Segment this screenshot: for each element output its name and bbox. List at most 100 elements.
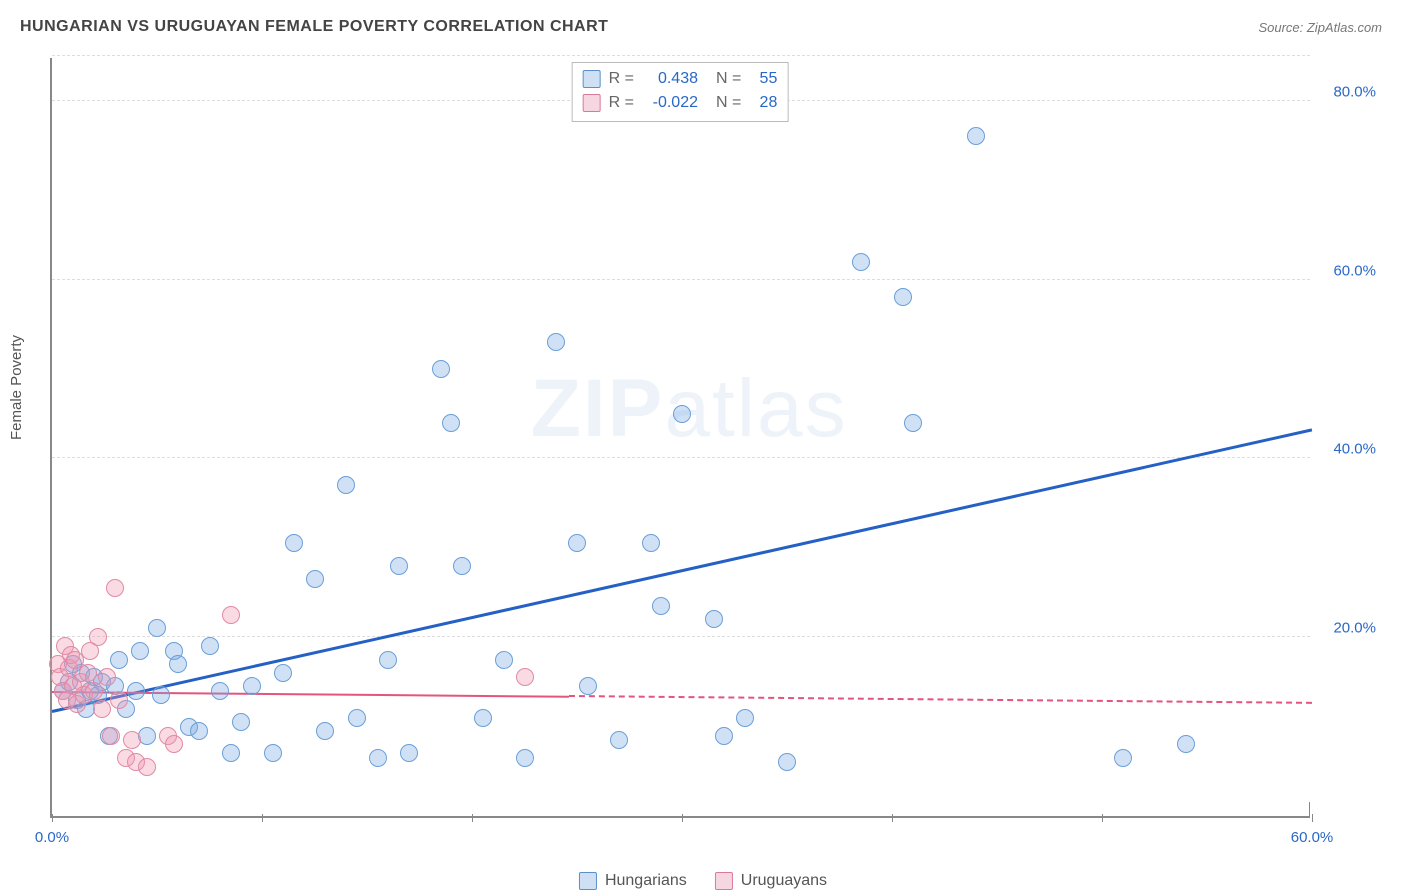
plot-region: ZIPatlas 20.0%40.0%60.0%80.0%0.0%60.0% [50, 58, 1310, 818]
scatter-point [165, 735, 183, 753]
scatter-point [495, 651, 513, 669]
x-tick [1102, 814, 1103, 822]
scatter-point [579, 677, 597, 695]
scatter-point [453, 557, 471, 575]
scatter-point [642, 534, 660, 552]
scatter-point [778, 753, 796, 771]
legend-swatch [715, 872, 733, 890]
y-tick-label: 20.0% [1333, 620, 1376, 637]
x-tick [682, 814, 683, 822]
legend-item: Uruguayans [715, 872, 827, 890]
x-tick-label: 60.0% [1291, 829, 1334, 846]
watermark-rest: atlas [664, 363, 847, 454]
legend-swatch [579, 872, 597, 890]
gridline [52, 636, 1310, 637]
scatter-point [79, 664, 97, 682]
scatter-point [232, 713, 250, 731]
scatter-point [264, 744, 282, 762]
stats-r-value: 0.438 [642, 67, 698, 91]
scatter-point [211, 682, 229, 700]
watermark-bold: ZIP [531, 363, 665, 454]
scatter-point [1177, 735, 1195, 753]
scatter-point [222, 606, 240, 624]
scatter-point [337, 476, 355, 494]
scatter-point [369, 749, 387, 767]
trend-line [569, 695, 1312, 704]
chart-area: ZIPatlas 20.0%40.0%60.0%80.0%0.0%60.0% R… [50, 58, 1310, 818]
x-tick [262, 814, 263, 822]
stats-n-value: 55 [749, 67, 777, 91]
scatter-point [516, 749, 534, 767]
stats-swatch [583, 70, 601, 88]
scatter-point [705, 610, 723, 628]
scatter-point [547, 333, 565, 351]
scatter-point [274, 664, 292, 682]
scatter-point [201, 637, 219, 655]
scatter-point [316, 722, 334, 740]
scatter-point [568, 534, 586, 552]
x-tick [1312, 814, 1313, 822]
x-tick [472, 814, 473, 822]
scatter-point [110, 651, 128, 669]
stats-row: R = -0.022 N = 28 [583, 91, 778, 115]
scatter-point [89, 628, 107, 646]
axis-end-tick [1309, 802, 1310, 816]
y-axis-label: Female Poverty [8, 335, 25, 440]
x-tick-label: 0.0% [35, 829, 69, 846]
stats-r-value: -0.022 [642, 91, 698, 115]
stats-r-label: R = [609, 67, 634, 91]
scatter-point [736, 709, 754, 727]
scatter-point [348, 709, 366, 727]
x-tick [892, 814, 893, 822]
scatter-point [190, 722, 208, 740]
scatter-point [379, 651, 397, 669]
scatter-point [1114, 749, 1132, 767]
scatter-point [652, 597, 670, 615]
scatter-point [102, 727, 120, 745]
stats-n-value: 28 [749, 91, 777, 115]
gridline [52, 55, 1310, 56]
stats-n-label: N = [716, 67, 741, 91]
scatter-point [131, 642, 149, 660]
scatter-point [715, 727, 733, 745]
y-tick-label: 60.0% [1333, 262, 1376, 279]
scatter-point [610, 731, 628, 749]
stats-n-label: N = [716, 91, 741, 115]
scatter-point [110, 691, 128, 709]
y-tick-label: 40.0% [1333, 441, 1376, 458]
y-tick-label: 80.0% [1333, 83, 1376, 100]
scatter-point [967, 127, 985, 145]
scatter-point [390, 557, 408, 575]
scatter-point [894, 288, 912, 306]
legend-item: Hungarians [579, 872, 687, 890]
scatter-point [516, 668, 534, 686]
scatter-point [148, 619, 166, 637]
scatter-point [222, 744, 240, 762]
scatter-point [127, 682, 145, 700]
stats-row: R = 0.438 N = 55 [583, 67, 778, 91]
scatter-point [904, 414, 922, 432]
legend-label: Uruguayans [741, 872, 827, 890]
chart-title: HUNGARIAN VS URUGUAYAN FEMALE POVERTY CO… [20, 18, 608, 36]
scatter-point [169, 655, 187, 673]
legend-label: Hungarians [605, 872, 687, 890]
stats-r-label: R = [609, 91, 634, 115]
gridline [52, 457, 1310, 458]
scatter-point [474, 709, 492, 727]
scatter-point [106, 579, 124, 597]
x-tick [52, 814, 53, 822]
scatter-point [852, 253, 870, 271]
scatter-point [152, 686, 170, 704]
scatter-point [306, 570, 324, 588]
source-attribution: Source: ZipAtlas.com [1258, 20, 1382, 35]
gridline [52, 279, 1310, 280]
scatter-point [285, 534, 303, 552]
scatter-point [123, 731, 141, 749]
scatter-point [138, 758, 156, 776]
trend-line [52, 429, 1313, 714]
scatter-point [432, 360, 450, 378]
stats-swatch [583, 94, 601, 112]
scatter-point [243, 677, 261, 695]
scatter-point [673, 405, 691, 423]
scatter-point [98, 668, 116, 686]
